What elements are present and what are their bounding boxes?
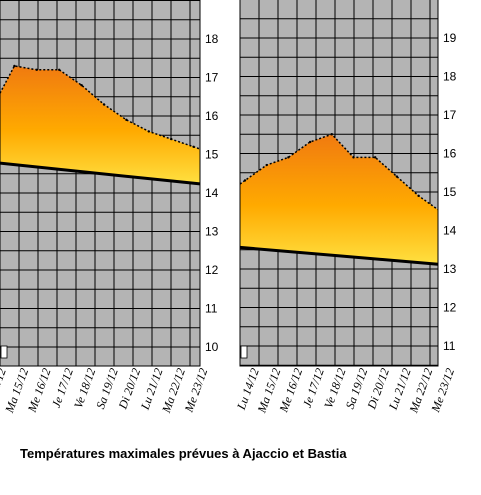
- y-tick-label: 16: [443, 147, 457, 161]
- legend-marker: [0, 345, 8, 359]
- forecast-point: [352, 156, 355, 159]
- forecast-point: [330, 133, 333, 136]
- y-tick-label: 16: [205, 109, 219, 123]
- y-tick-label: 13: [443, 262, 457, 276]
- forecast-point: [170, 137, 173, 141]
- forecast-point: [102, 103, 106, 106]
- y-tick-label: 17: [205, 71, 219, 85]
- forecast-band-1: [0, 65, 200, 184]
- forecast-point: [374, 156, 377, 159]
- forecast-point: [147, 130, 150, 133]
- y-tick-label: 15: [443, 185, 457, 199]
- forecast-point: [417, 194, 420, 198]
- y-tick-label: 12: [443, 301, 457, 315]
- y-tick-label: 14: [443, 224, 457, 238]
- plot-area-1: [0, 0, 200, 366]
- y-tick-label: 18: [443, 70, 457, 84]
- y-tick-label: 18: [205, 32, 219, 46]
- forecast-point: [80, 84, 83, 87]
- y-tick-label: 19: [443, 31, 457, 45]
- forecast-point: [192, 145, 195, 148]
- normal-line-1: [0, 161, 201, 186]
- chart-caption: Températures maximales prévues à Ajaccio…: [20, 446, 347, 461]
- forecast-point: [395, 175, 399, 178]
- forecast-point: [308, 140, 312, 144]
- y-tick-label: 12: [205, 263, 219, 277]
- forecast-band-2: [240, 134, 438, 265]
- legend-marker: [240, 345, 248, 359]
- forecast-point: [58, 68, 61, 72]
- plot-border-2: [239, 0, 439, 367]
- forecast-point: [35, 68, 38, 72]
- y-tick-label: 14: [205, 186, 219, 200]
- y-tick-label: 11: [205, 302, 218, 316]
- y-tick-label: 11: [443, 339, 456, 353]
- forecast-point: [287, 156, 290, 159]
- y-tick-label: 15: [205, 148, 219, 162]
- forecast-point: [13, 64, 16, 68]
- forecast-point: [125, 118, 128, 122]
- normal-line-2: [239, 245, 439, 266]
- y-tick-label: 10: [205, 340, 219, 354]
- forecast-point: [265, 163, 268, 167]
- plot-border-1: [0, 0, 201, 367]
- y-tick-label: 17: [443, 108, 457, 122]
- forecast-point: [243, 179, 247, 182]
- y-tick-label: 13: [205, 225, 219, 239]
